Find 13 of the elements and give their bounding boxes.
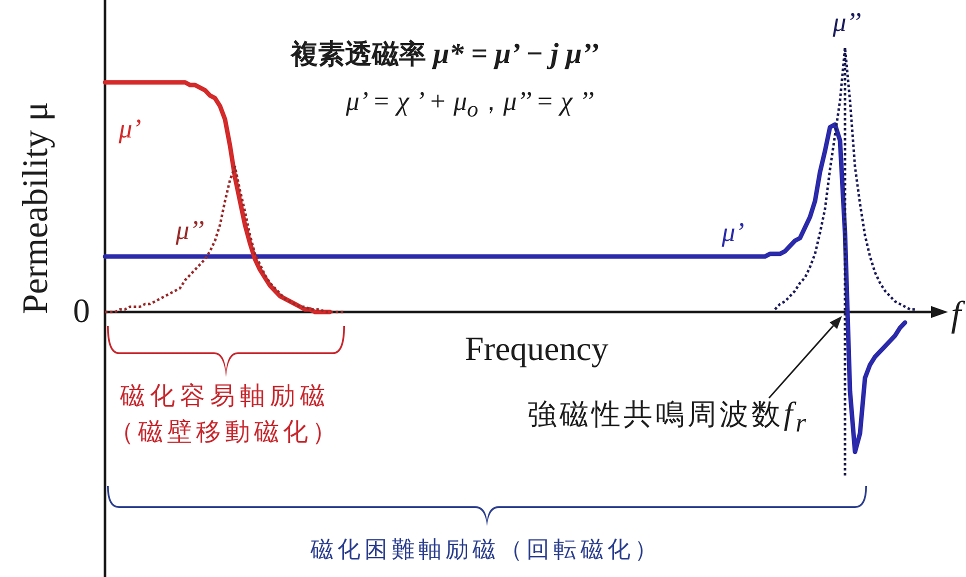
annotation: 強磁性共鳴周波数f$_{r}$ xyxy=(528,394,809,438)
annotation: （磁壁移動磁化） xyxy=(109,416,341,446)
series-label: μ’ xyxy=(720,216,744,247)
text: μ’ = χ ’ + μ$_{o}$，μ’’ = χ ’’ xyxy=(346,86,594,122)
y-axis-title: Permeability μ xyxy=(15,102,55,314)
chart-title: 複素透磁率 μ* = μ’ − j μ’’ xyxy=(290,38,600,70)
text: 磁化困難軸励磁（回転磁化） xyxy=(310,536,662,563)
series-label: μ’’ xyxy=(174,214,204,245)
series-label: μ’ xyxy=(118,113,142,144)
text: 0 xyxy=(73,292,90,332)
series-label: μ’’ xyxy=(832,7,862,38)
x-axis-title: Frequency xyxy=(464,330,608,370)
annotation: 磁化容易軸励磁 xyxy=(120,380,330,410)
